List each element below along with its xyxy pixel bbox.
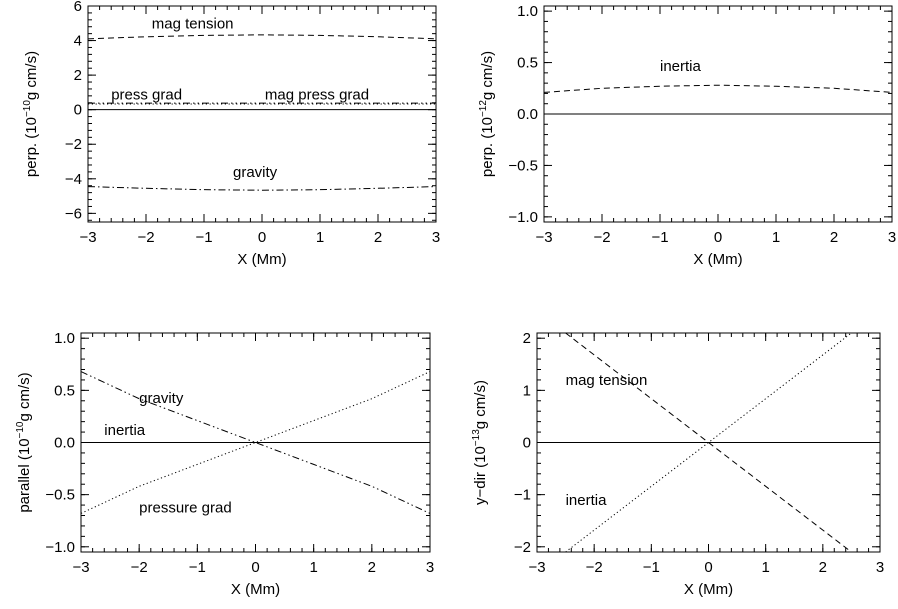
y-tick-label: 2 bbox=[523, 330, 531, 347]
x-axis-label: X (Mm) bbox=[693, 251, 742, 268]
y-axis-label-exponent: −13 bbox=[471, 429, 482, 446]
annotation-label: press grad bbox=[111, 86, 182, 103]
y-axis-label: perp. (10−10g cm/s) bbox=[22, 51, 40, 177]
annotation-label: pressure grad bbox=[139, 499, 232, 516]
y-axis-label-unit: g cm/s) bbox=[16, 372, 33, 421]
y-tick-label: −2 bbox=[65, 136, 82, 153]
y-tick-label: 1 bbox=[523, 382, 531, 399]
y-axis-label-main: y−dir (10 bbox=[472, 446, 489, 505]
chart-panel-4: −3 −2 −1 0 1 2 3 −2 −1 0 1 2 mag tension inertia X (Mm… bbox=[471, 330, 884, 598]
x-tick-label: −3 bbox=[528, 559, 545, 576]
y-tick-label: 1.0 bbox=[517, 3, 538, 20]
x-tick-label: −1 bbox=[189, 559, 206, 576]
y-tick-label: −4 bbox=[65, 171, 82, 188]
x-tick-label: 2 bbox=[374, 229, 382, 246]
x-axis-label: X (Mm) bbox=[231, 581, 280, 598]
x-tick-label: 0 bbox=[704, 559, 712, 576]
y-tick-label: −1.0 bbox=[508, 209, 538, 226]
y-tick-label: 0.0 bbox=[54, 435, 75, 452]
x-tick-label: 2 bbox=[368, 559, 376, 576]
x-tick-label: 2 bbox=[819, 559, 827, 576]
y-tick-label: 0.0 bbox=[517, 106, 538, 123]
annotation-label: inertia bbox=[104, 422, 146, 439]
annotation-label: mag tension bbox=[152, 15, 234, 32]
x-axis-label: X (Mm) bbox=[237, 251, 286, 268]
y-tick-label: −1.0 bbox=[45, 539, 75, 556]
y-axis-label-main: perp. (10 bbox=[479, 117, 496, 177]
y-tick-label: 0.5 bbox=[517, 55, 538, 72]
y-tick-label: 0 bbox=[523, 435, 531, 452]
annotation-label: gravity bbox=[139, 390, 184, 407]
y-tick-label: 0.5 bbox=[54, 382, 75, 399]
plot-frame bbox=[87, 5, 437, 223]
x-tick-label: 3 bbox=[432, 229, 440, 246]
chart-panel-2: −3 −2 −1 0 1 2 3 −1.0 −0.5 0.0 0.5 1.0 inertia X (Mm)… bbox=[478, 3, 896, 268]
y-axis-label-main: parallel (10 bbox=[16, 438, 33, 512]
y-tick-label: −2 bbox=[514, 539, 531, 556]
y-axis-label-unit: g cm/s) bbox=[479, 51, 496, 100]
series-line-inertia bbox=[543, 84, 893, 93]
y-tick-label: 6 bbox=[74, 0, 82, 15]
series-line-pressure-grad bbox=[80, 371, 431, 514]
y-tick-label: 4 bbox=[74, 33, 82, 50]
y-tick-label: −0.5 bbox=[45, 487, 75, 504]
x-tick-label: −1 bbox=[651, 229, 668, 246]
y-axis-label-exponent: −10 bbox=[22, 100, 33, 117]
y-axis-label-unit: g cm/s) bbox=[23, 51, 40, 100]
x-tick-label: 1 bbox=[761, 559, 769, 576]
x-tick-label: 0 bbox=[251, 559, 259, 576]
y-axis-label-unit: g cm/s) bbox=[472, 380, 489, 429]
x-tick-label: −3 bbox=[79, 229, 96, 246]
x-tick-label: 0 bbox=[258, 229, 266, 246]
x-tick-label: 3 bbox=[888, 229, 896, 246]
y-tick-label: −6 bbox=[65, 205, 82, 222]
annotation-label: gravity bbox=[233, 164, 278, 181]
x-tick-label: 1 bbox=[772, 229, 780, 246]
x-tick-label: −1 bbox=[195, 229, 212, 246]
x-tick-label: −2 bbox=[137, 229, 154, 246]
x-tick-label: 2 bbox=[830, 229, 838, 246]
x-tick-label: −3 bbox=[72, 559, 89, 576]
y-axis-label-exponent: −10 bbox=[15, 421, 26, 438]
y-axis-label: y−dir (10−13g cm/s) bbox=[471, 380, 489, 505]
y-tick-label: 1.0 bbox=[54, 330, 75, 347]
y-tick-label: −1 bbox=[514, 487, 531, 504]
y-axis-label-exponent: −12 bbox=[478, 100, 489, 117]
series-line-mag-tension bbox=[87, 34, 437, 40]
chart-panel-3: −3 −2 −1 0 1 2 3−1.0−0.50.00.51.0gravityinerti… bbox=[15, 330, 434, 598]
x-tick-label: −1 bbox=[643, 559, 660, 576]
annotation-label: mag press grad bbox=[265, 86, 369, 103]
x-tick-label: 1 bbox=[316, 229, 324, 246]
y-tick-label: −0.5 bbox=[508, 157, 538, 174]
series-line-gravity bbox=[87, 186, 437, 191]
annotation-label: inertia bbox=[660, 58, 702, 75]
y-tick-label: 0 bbox=[74, 102, 82, 119]
annotation-label: inertia bbox=[566, 492, 608, 509]
x-tick-label: −3 bbox=[535, 229, 552, 246]
x-tick-label: 0 bbox=[714, 229, 722, 246]
y-tick-label: 2 bbox=[74, 67, 82, 84]
x-axis-label: X (Mm) bbox=[684, 581, 733, 598]
x-tick-label: −2 bbox=[131, 559, 148, 576]
x-tick-label: 3 bbox=[426, 559, 434, 576]
y-axis-label: parallel (10−10g cm/s) bbox=[15, 372, 33, 512]
y-axis-label-main: perp. (10 bbox=[23, 117, 40, 177]
x-tick-label: 1 bbox=[309, 559, 317, 576]
annotation-label: mag tension bbox=[566, 372, 648, 389]
x-tick-label: −2 bbox=[593, 229, 610, 246]
x-tick-label: 3 bbox=[876, 559, 884, 576]
x-tick-label: −2 bbox=[586, 559, 603, 576]
y-axis-label: perp. (10−12g cm/s) bbox=[478, 51, 496, 177]
